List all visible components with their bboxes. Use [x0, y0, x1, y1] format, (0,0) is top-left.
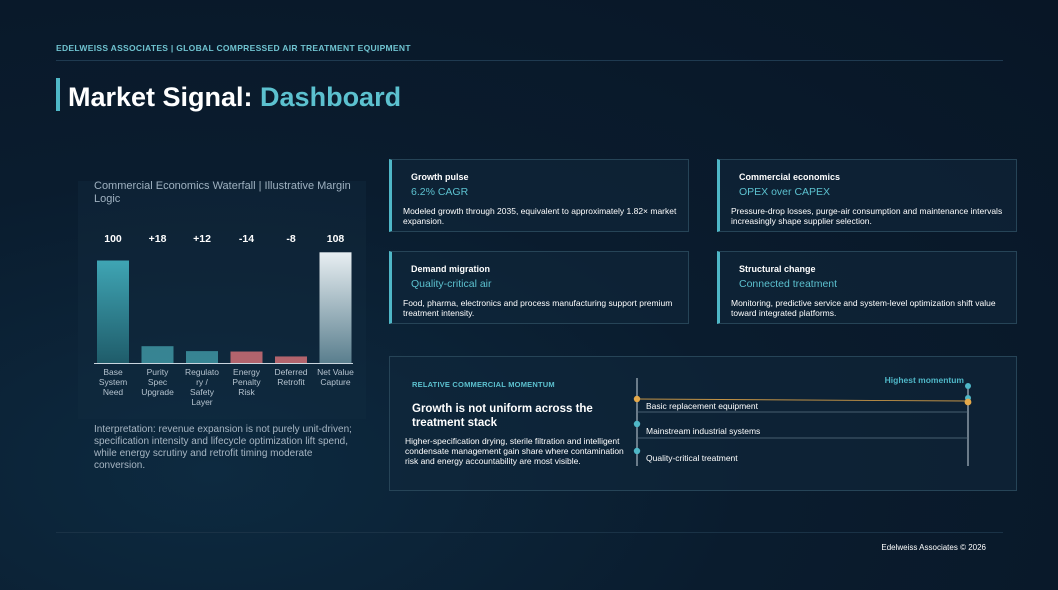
momentum-marker-left-2 — [633, 447, 641, 455]
card-commercial-economics: Commercial economics OPEX over CAPEX Pre… — [717, 159, 1017, 232]
waterfall-category-label-4: Deferred Retrofit — [274, 367, 307, 387]
waterfall-chart: 100 Base System Need +18 Purity Spec Upgrade +12… — [94, 233, 354, 407]
momentum-panel — [389, 356, 1017, 491]
waterfall-value-label-1: +18 — [149, 233, 167, 245]
momentum-axis-label: Highest momentum — [885, 375, 965, 385]
momentum-body: Higher-specification drying, sterile fil… — [405, 436, 624, 466]
momentum-connector — [636, 398, 969, 402]
waterfall-bar-0 — [97, 260, 129, 363]
card-demand-migration: Demand migration Quality-critical air Fo… — [389, 251, 689, 324]
card-growth-pulse: Growth pulse 6.2% CAGR Modeled growth th… — [389, 159, 689, 232]
waterfall-category-label-3: Energy Penalty Risk — [232, 367, 261, 397]
waterfall-value-label-0: 100 — [104, 233, 122, 245]
card-value: Connected treatment — [739, 278, 838, 290]
card-desc: Monitoring, predictive service and syste… — [731, 298, 996, 318]
waterfall-bar-1 — [141, 346, 174, 363]
card-value: Quality-critical air — [411, 278, 492, 290]
momentum-row-label-0: Basic replacement equipment — [646, 401, 759, 411]
waterfall-category-label-0: Base System Need — [99, 367, 127, 397]
momentum-label: RELATIVE COMMERCIAL MOMENTUM — [412, 380, 555, 389]
waterfall-category-label-1: Purity Spec Upgrade — [141, 367, 174, 397]
card-value: OPEX over CAPEX — [739, 186, 831, 198]
waterfall-bar-4 — [275, 356, 307, 363]
momentum-marker-left-1 — [633, 420, 641, 428]
page-title-main: Market Signal: — [68, 82, 261, 112]
page-title-accent: Dashboard — [260, 82, 402, 112]
waterfall-value-label-3: -14 — [239, 233, 254, 245]
card-key: Demand migration — [411, 264, 491, 274]
chart-title: Commercial Economics Waterfall | Illustr… — [94, 180, 351, 205]
card-key: Growth pulse — [411, 172, 469, 182]
title-accent-bar — [56, 78, 60, 111]
waterfall-bar-3 — [230, 351, 263, 363]
page-title: Market Signal: Dashboard — [68, 82, 401, 113]
card-key: Commercial economics — [739, 172, 841, 182]
waterfall-category-label-5: Net Value Capture — [317, 367, 354, 387]
card-desc: Pressure-drop losses, purge-air consumpt… — [731, 206, 1003, 226]
footer-copyright: Edelweiss Associates © 2026 — [881, 543, 986, 552]
card-value: 6.2% CAGR — [411, 186, 469, 198]
header-divider — [56, 60, 1003, 61]
momentum-row-label-2: Quality-critical treatment — [646, 453, 738, 463]
waterfall-value-label-4: -8 — [286, 233, 295, 245]
card-structural-change: Structural change Connected treatment Mo… — [717, 251, 1017, 324]
waterfall-bar-5 — [319, 252, 352, 363]
momentum-headline: Growth is not uniform across the treatme… — [412, 403, 593, 429]
momentum-ladder: Highest momentum Basic replacement equipm… — [633, 375, 972, 466]
header-topline: EDELWEISS ASSOCIATES | GLOBAL COMPRESSED… — [56, 43, 411, 53]
momentum-marker-left-0 — [633, 395, 641, 403]
footer-divider — [56, 532, 1003, 533]
momentum-row-label-1: Mainstream industrial systems — [646, 426, 760, 436]
waterfall-value-label-2: +12 — [193, 233, 211, 245]
card-desc: Modeled growth through 2035, equivalent … — [403, 206, 677, 226]
momentum-marker-right-0 — [965, 383, 971, 389]
card-desc: Food, pharma, electronics and process ma… — [403, 298, 673, 318]
momentum-marker-right-2 — [964, 398, 972, 406]
waterfall-category-label-2: Regulato ry / Safety Layer — [185, 367, 219, 407]
card-key: Structural change — [739, 264, 816, 274]
interpretation-text: Interpretation: revenue expansion is not… — [94, 424, 352, 471]
waterfall-bar-2 — [186, 351, 218, 363]
waterfall-value-label-5: 108 — [327, 233, 345, 245]
